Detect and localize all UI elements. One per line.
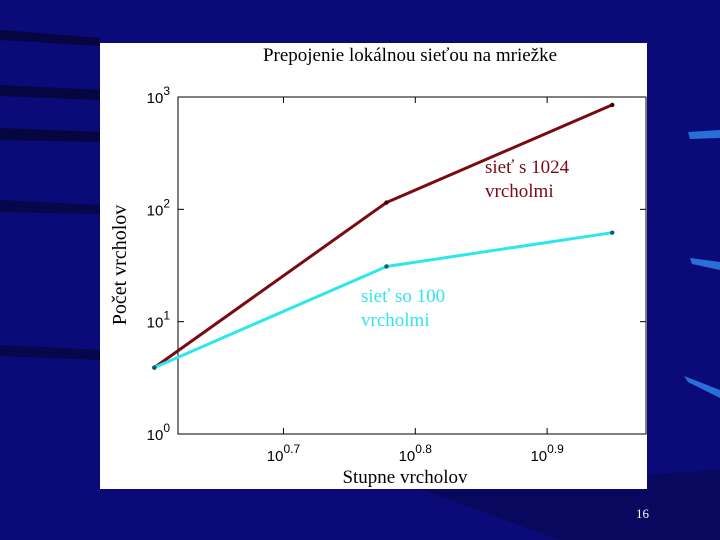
y-tick-label: 102	[147, 196, 171, 219]
series-labels-layer: sieť s 1024 vrcholmi sieť so 100 vrcholmi	[361, 157, 570, 331]
x-tick-label: 100.8	[399, 442, 433, 465]
accent-stripe	[684, 376, 720, 398]
chart-title: Prepojenie lokálnou sieťou na mriežke	[263, 45, 557, 66]
chart: Prepojenie lokálnou sieťou na mriežke 10…	[109, 45, 647, 488]
accent-stripe	[688, 130, 720, 139]
x-tick-label: 100.9	[530, 442, 564, 465]
y-tick-label: 101	[147, 309, 171, 332]
plot-frame	[177, 96, 647, 435]
ticks-layer: 100 101 102 103 100.7 100.8 100.9	[147, 84, 646, 465]
y-tick-label: 100	[147, 421, 171, 444]
chart-panel: Prepojenie lokálnou sieťou na mriežke 10…	[100, 43, 647, 489]
series-label: sieť s 1024	[485, 157, 570, 178]
series-label: vrcholmi	[485, 181, 554, 202]
y-tick-label: 103	[147, 84, 171, 107]
series-label: vrcholmi	[361, 310, 430, 331]
y-axis-label: Počet vrcholov	[109, 205, 131, 326]
data-point	[384, 200, 389, 205]
data-point	[610, 102, 615, 108]
data-point	[610, 230, 615, 235]
data-point	[384, 264, 389, 269]
background-stripe	[0, 85, 100, 100]
series-label: sieť so 100	[361, 286, 445, 307]
x-tick-label: 100.7	[267, 442, 301, 465]
x-axis-label: Stupne vrcholov	[342, 467, 468, 488]
data-point	[152, 365, 157, 370]
background-stripe	[0, 30, 100, 46]
background-stripe	[0, 128, 100, 142]
accent-stripe	[690, 258, 720, 270]
series-layer	[152, 102, 615, 370]
background-stripe	[0, 345, 100, 360]
slide-number: 16	[636, 506, 649, 521]
background-stripe	[0, 200, 100, 214]
